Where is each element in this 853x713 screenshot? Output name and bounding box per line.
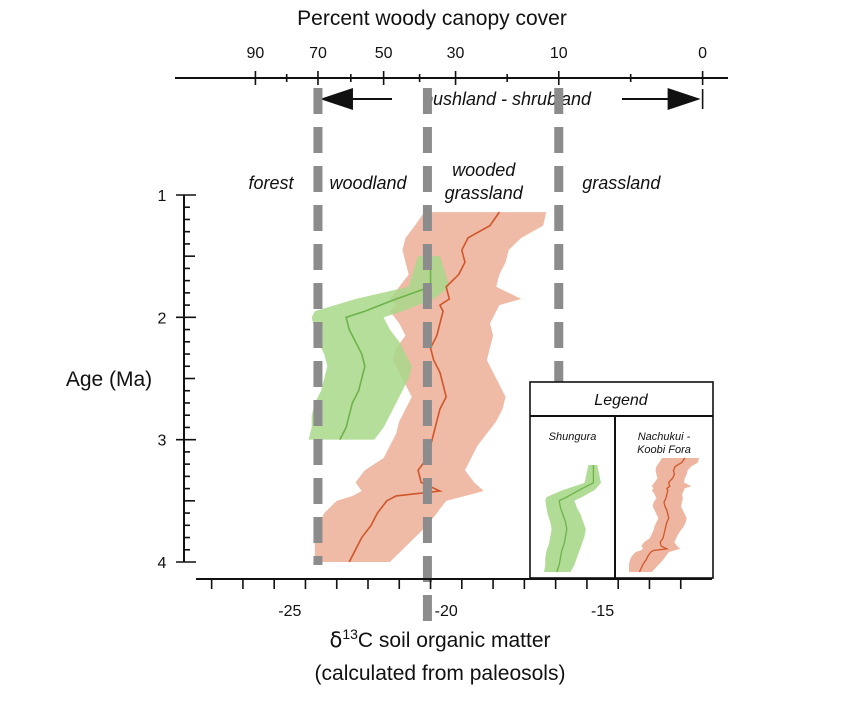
bushland-shrubland-arrow: bushland - shrubland — [319, 88, 704, 110]
top-axis-title: Percent woody canopy cover — [297, 7, 567, 30]
data-bands — [308, 212, 547, 563]
zone-label: forest — [249, 173, 295, 193]
y-tick-label: 4 — [158, 555, 167, 572]
top-tick-label: 90 — [247, 45, 265, 62]
top-tick-label: 70 — [309, 45, 327, 62]
x-tick-label: -25 — [278, 603, 301, 620]
top-axis-ticks: 90 70 50 30 10 0 — [247, 45, 707, 85]
top-tick-label: 50 — [375, 45, 393, 62]
bushland-shrubland-label: bushland - shrubland — [423, 89, 592, 109]
top-tick-label: 10 — [550, 45, 568, 62]
environment-labels: forest woodland wooded grassland grassland — [249, 160, 662, 203]
legend-entry-label: Koobi Fora — [637, 444, 691, 456]
top-tick-label: 0 — [698, 45, 707, 62]
y-tick-label: 1 — [158, 188, 167, 205]
line-shungura — [339, 256, 432, 441]
x-axis-title: δ13C soil organic matter — [329, 626, 550, 652]
line-nachukui-koobi-fora — [348, 211, 501, 563]
legend: Legend Shungura Nachukui -Koobi Fora — [529, 381, 714, 579]
legend-swatch-band — [544, 465, 601, 572]
band-shungura — [308, 256, 450, 440]
y-tick-label: 2 — [158, 310, 167, 327]
band-nachukui-koobi-fora — [314, 212, 547, 563]
zone-label: grassland — [582, 173, 661, 193]
legend-swatch-line — [556, 465, 595, 573]
y-tick-label: 3 — [158, 433, 167, 450]
y-axis-ticks: 1 2 3 4 — [158, 188, 196, 572]
top-tick-label: 30 — [447, 45, 465, 62]
data-mean-lines — [339, 211, 501, 563]
zone-label: wooded — [452, 160, 516, 180]
zone-label: woodland — [329, 173, 407, 193]
legend-title: Legend — [594, 392, 648, 409]
y-axis-title: Age (Ma) — [66, 368, 152, 391]
legend-entry-label: Shungura — [549, 431, 597, 443]
legend-swatch-band — [629, 458, 699, 572]
legend-entry-label: Nachukui - — [638, 431, 691, 443]
legend-swatch-line — [638, 457, 686, 573]
x-tick-label: -20 — [435, 603, 458, 620]
x-axis-ticks: -25 -20 -15 — [210, 579, 682, 620]
x-tick-label: -15 — [591, 603, 614, 620]
zone-label: grassland — [445, 183, 524, 203]
x-axis-subtitle: (calculated from paleosols) — [315, 662, 566, 685]
